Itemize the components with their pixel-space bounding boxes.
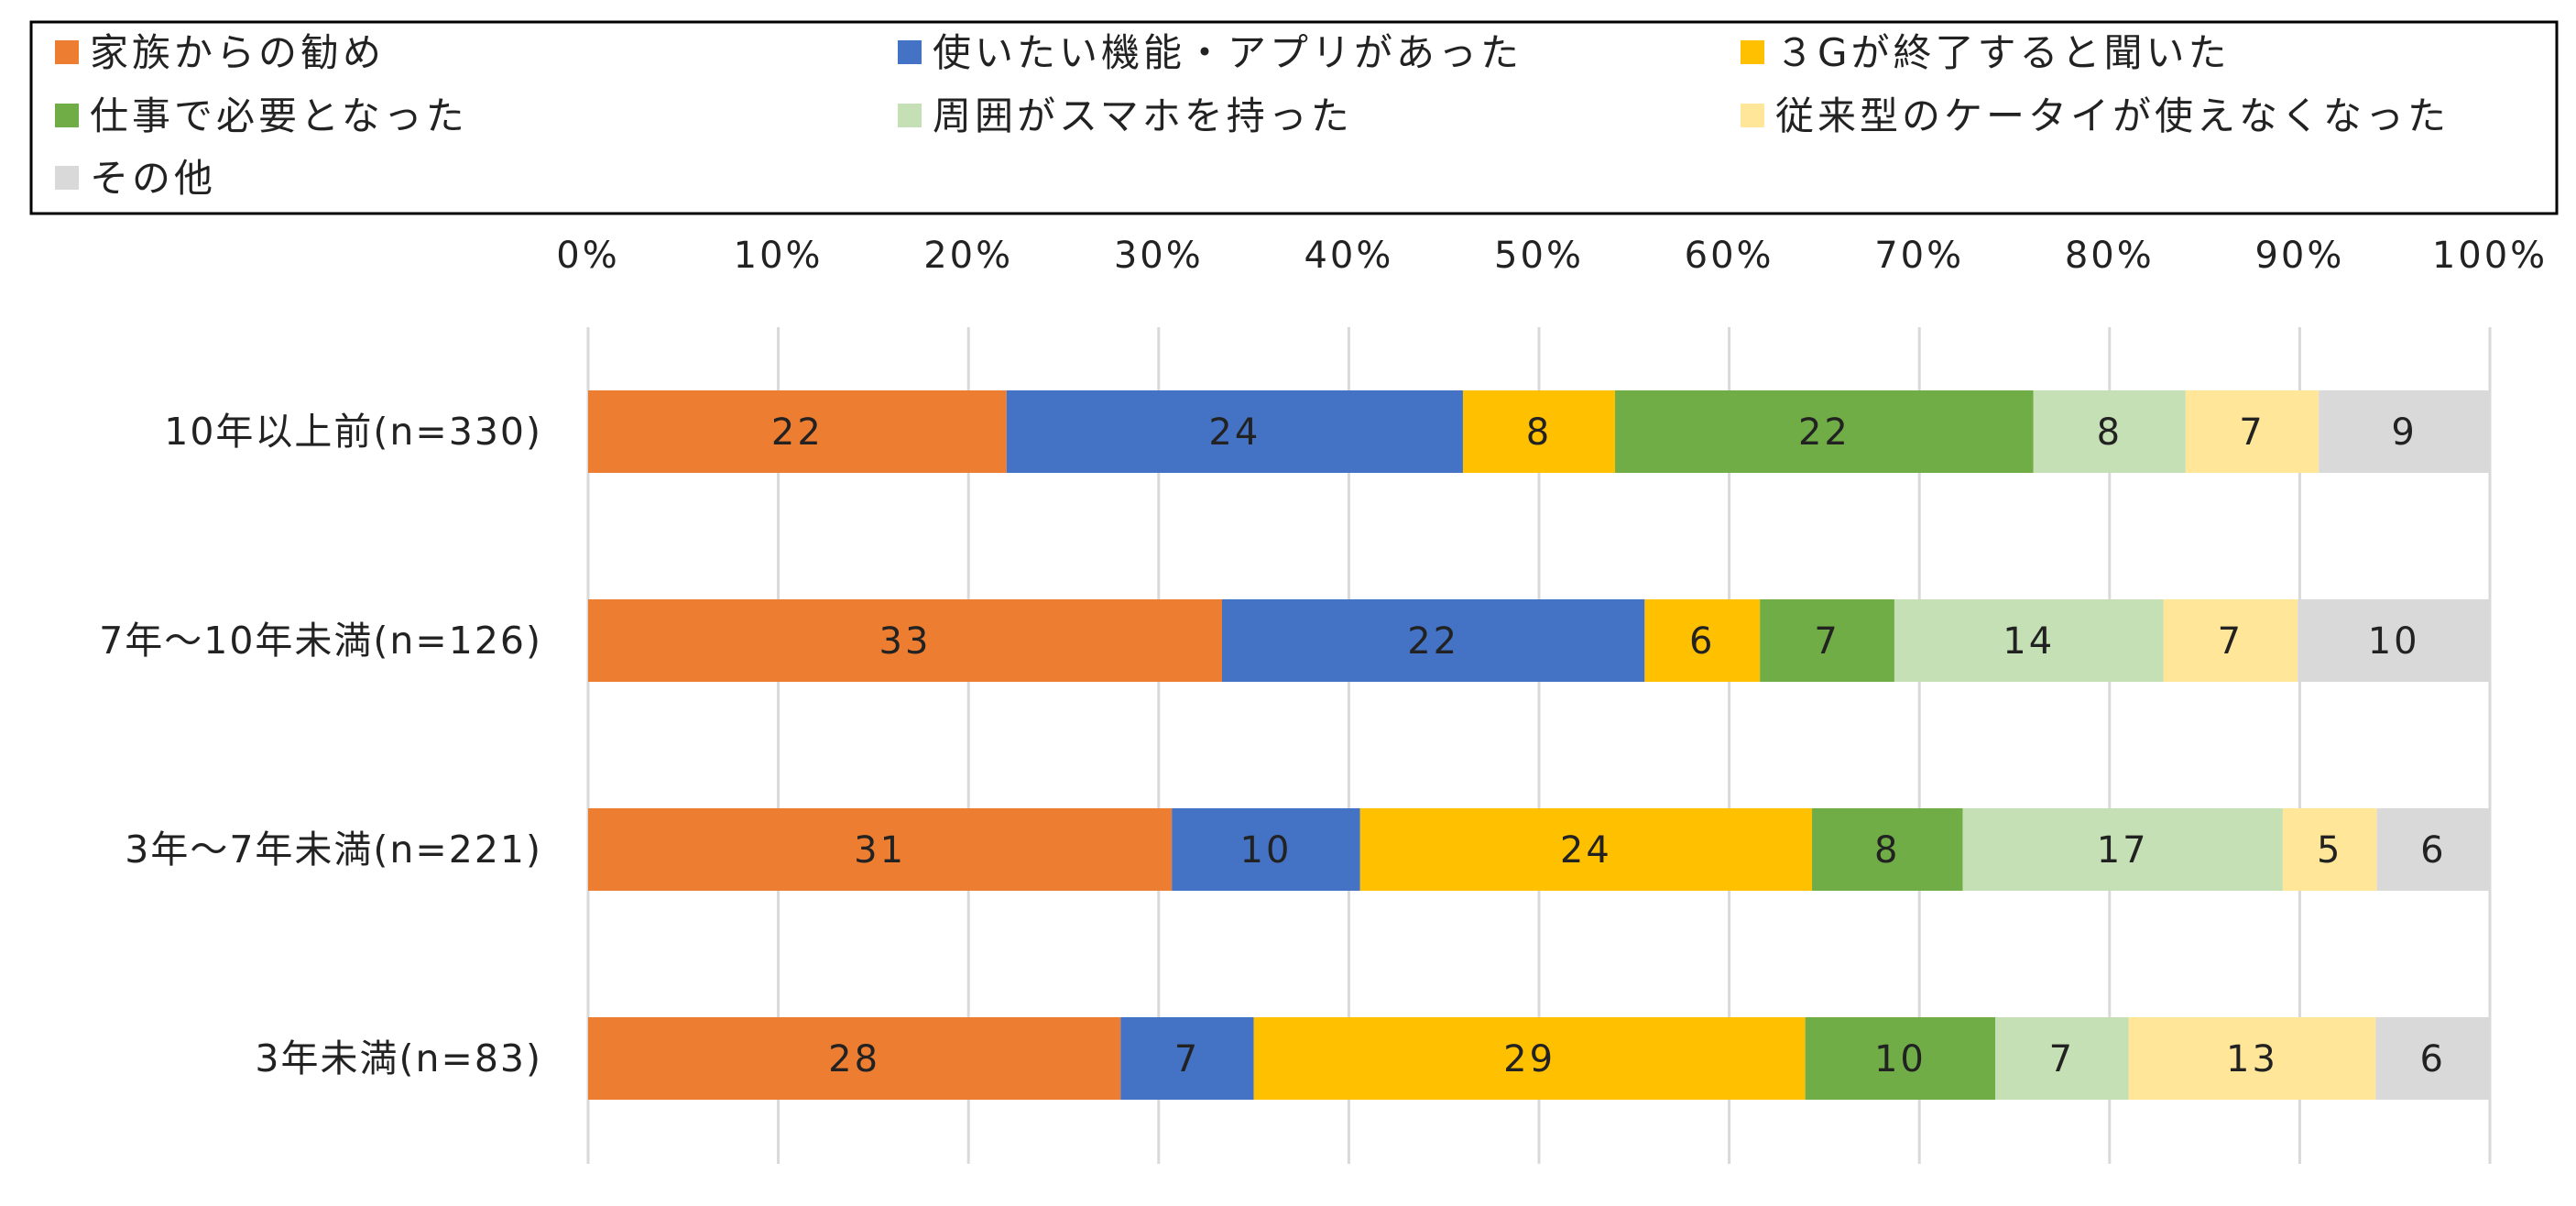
bar-segment bbox=[2298, 599, 2490, 682]
bar-segment bbox=[2376, 808, 2490, 891]
legend: 家族からの勧め 使いたい機能・アプリがあった ３Gが終了すると聞いた仕事で必要となっ… bbox=[55, 30, 2450, 201]
bar-segment bbox=[1222, 599, 1645, 682]
bar-segment bbox=[1253, 1017, 1806, 1100]
x-tick-label: 70% bbox=[1874, 235, 1964, 277]
data-label: 7 bbox=[1174, 1038, 1200, 1080]
data-label: 7 bbox=[1814, 620, 1839, 663]
data-label: 28 bbox=[828, 1038, 880, 1080]
bar-segment bbox=[588, 808, 1173, 891]
data-label: 24 bbox=[1208, 411, 1261, 454]
bar-segment bbox=[588, 390, 1007, 473]
data-label: 24 bbox=[1560, 829, 1612, 872]
legend-box bbox=[29, 20, 2559, 215]
data-label: 6 bbox=[2420, 829, 2446, 872]
bar-segment bbox=[1995, 1017, 2129, 1100]
data-label: 22 bbox=[771, 411, 824, 454]
x-tick-label: 90% bbox=[2254, 235, 2344, 277]
bar-segment bbox=[1644, 599, 1761, 682]
data-label: 6 bbox=[1689, 620, 1715, 663]
data-label: 17 bbox=[2097, 829, 2149, 872]
x-axis-ticks: 0% 10% 20% 30% 40% 50% 60% 70% 80% 90% 100% bbox=[556, 235, 2548, 277]
legend-label: その他 bbox=[90, 156, 216, 201]
data-label: 33 bbox=[879, 620, 932, 663]
bar-segment bbox=[588, 599, 1222, 682]
category-label: 10年以上前(n=330) bbox=[164, 410, 542, 454]
legend-swatch bbox=[898, 104, 922, 127]
bar-segment bbox=[1894, 599, 2164, 682]
legend-label: 従来型のケータイが使えなくなった bbox=[1775, 93, 2450, 138]
data-label: 7 bbox=[2239, 411, 2265, 454]
data-label: 22 bbox=[1798, 411, 1850, 454]
legend-label: ３Gが終了すると聞いた bbox=[1775, 30, 2231, 75]
data-label: 10 bbox=[1874, 1038, 1927, 1080]
legend-swatch bbox=[55, 166, 79, 190]
legend-swatch bbox=[898, 40, 922, 64]
x-tick-label: 80% bbox=[2065, 235, 2155, 277]
x-tick-label: 40% bbox=[1304, 235, 1393, 277]
legend-swatch bbox=[1741, 104, 1764, 127]
bar-segment bbox=[1006, 390, 1463, 473]
bar-segment bbox=[1359, 808, 1813, 891]
legend-swatch bbox=[55, 40, 79, 64]
data-label: 10 bbox=[1240, 829, 1293, 872]
bars: 22 24 8 22 8 7 9 33 22 6 7 14 7 10 31 10 24 8 17 5 6 28 7 29 10 7… bbox=[588, 390, 2490, 1100]
data-label: 14 bbox=[2003, 620, 2055, 663]
category-labels: 10年以上前(n=330) 7年～10年未満(n=126) 3年～7年未満(n=22… bbox=[99, 410, 542, 1080]
x-tick-label: 60% bbox=[1685, 235, 1774, 277]
data-label: 8 bbox=[1526, 411, 1552, 454]
x-tick-label: 50% bbox=[1494, 235, 1584, 277]
bar-segment bbox=[2319, 390, 2490, 473]
x-tick-label: 100% bbox=[2432, 235, 2548, 277]
data-label: 8 bbox=[1874, 829, 1900, 872]
data-label: 31 bbox=[854, 829, 906, 872]
bar-segment bbox=[2282, 808, 2377, 891]
legend-swatch bbox=[1741, 40, 1764, 64]
bar-segment bbox=[2128, 1017, 2376, 1100]
data-label: 9 bbox=[2391, 411, 2417, 454]
legend-label: 家族からの勧め bbox=[90, 30, 385, 75]
bar-segment bbox=[1172, 808, 1360, 891]
x-tick-label: 0% bbox=[556, 235, 619, 277]
bar-segment bbox=[1812, 808, 1963, 891]
data-label: 22 bbox=[1407, 620, 1459, 663]
data-label: 8 bbox=[2097, 411, 2123, 454]
bar-segment bbox=[2033, 390, 2186, 473]
bar-segment bbox=[1805, 1017, 1996, 1100]
bar-segment bbox=[1615, 390, 2034, 473]
data-label: 13 bbox=[2226, 1038, 2278, 1080]
legend-swatch bbox=[55, 104, 79, 127]
data-label: 6 bbox=[2419, 1038, 2445, 1080]
category-label: 7年～10年未満(n=126) bbox=[99, 619, 542, 663]
data-label: 5 bbox=[2317, 829, 2342, 872]
legend-label: 仕事で必要となった bbox=[90, 93, 468, 138]
bar-segment bbox=[588, 1017, 1121, 1100]
category-label: 3年未満(n=83) bbox=[255, 1036, 542, 1080]
bar-segment bbox=[1962, 808, 2283, 891]
bar-segment bbox=[2185, 390, 2319, 473]
bar-segment bbox=[1120, 1017, 1254, 1100]
bar-segment bbox=[2375, 1017, 2490, 1100]
data-label: 7 bbox=[2049, 1038, 2075, 1080]
x-tick-label: 20% bbox=[923, 235, 1013, 277]
bar-segment bbox=[1760, 599, 1894, 682]
legend-label: 使いたい機能・アプリがあった bbox=[933, 30, 1523, 75]
legend-label: 周囲がスマホを持った bbox=[933, 93, 1353, 138]
x-tick-label: 10% bbox=[734, 235, 824, 277]
bar-segment bbox=[1462, 390, 1616, 473]
category-label: 3年～7年未満(n=221) bbox=[125, 828, 542, 872]
bar-segment bbox=[2163, 599, 2298, 682]
data-label: 7 bbox=[2218, 620, 2243, 663]
data-label: 10 bbox=[2368, 620, 2420, 663]
x-tick-label: 30% bbox=[1114, 235, 1204, 277]
data-label: 29 bbox=[1503, 1038, 1555, 1080]
